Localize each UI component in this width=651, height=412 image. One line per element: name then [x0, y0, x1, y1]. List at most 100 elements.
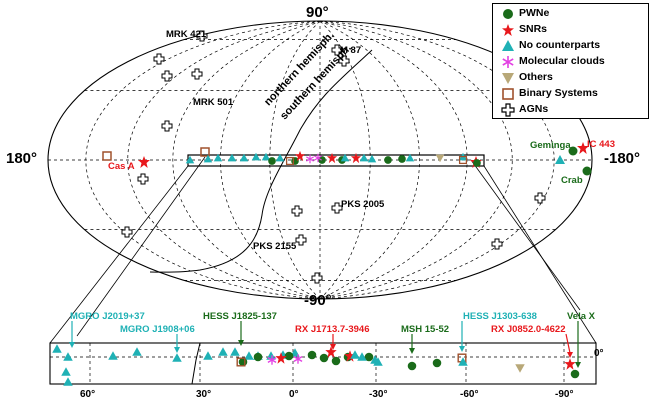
nc-marker	[239, 153, 249, 162]
nc-marker	[213, 153, 223, 162]
mc-marker	[306, 154, 314, 164]
arrow-head	[238, 340, 244, 346]
strip-source-label: RX J0852.0-4622	[491, 324, 566, 335]
legend: PWNe SNRs No counterparts Molecular clou…	[492, 3, 649, 119]
legend-item: PWNe	[493, 6, 648, 22]
agn-marker	[491, 238, 503, 250]
agn-marker	[161, 120, 173, 132]
pwn-marker	[407, 361, 417, 371]
nc-marker	[63, 352, 73, 361]
strip-source-label: HESS J1825-137	[203, 311, 277, 322]
strip-source-label: MSH 15-52	[401, 324, 450, 335]
agn-marker	[331, 44, 343, 56]
lat-label-south: -90°	[304, 292, 332, 309]
pwn-marker	[473, 159, 481, 167]
nc-marker	[218, 347, 228, 356]
nc-marker	[244, 351, 254, 360]
pwn-marker	[568, 146, 578, 156]
pwn-marker	[331, 356, 341, 366]
snr-marker	[350, 152, 362, 164]
nc-marker	[203, 351, 213, 360]
arrow-head	[459, 346, 465, 352]
nc-marker	[61, 367, 71, 376]
agn-marker	[153, 53, 165, 65]
grid-meridian	[127, 20, 321, 300]
agn-label: PKS 2155	[253, 241, 297, 252]
snr-marker	[138, 156, 150, 168]
snr-marker	[577, 142, 589, 154]
nc-marker	[359, 153, 369, 162]
cross-icon	[501, 103, 515, 117]
mc-marker	[293, 354, 303, 364]
legend-item: No counterparts	[493, 38, 648, 54]
agn-marker	[121, 226, 133, 238]
mc-marker	[267, 355, 277, 365]
strip-y-tick: 0°	[594, 348, 604, 359]
nc-marker	[108, 351, 118, 360]
legend-label: SNRs	[519, 23, 548, 35]
zoom-connector	[470, 159, 581, 311]
strip-source-label: MGRO J2019+37	[70, 311, 145, 322]
strip-x-tick: 60°	[80, 389, 96, 400]
nc-marker	[230, 347, 240, 356]
legend-item: Molecular clouds	[493, 54, 648, 70]
snr-marker	[294, 150, 306, 162]
pwn-marker	[384, 156, 392, 164]
agn-label: MRK 501	[193, 97, 234, 108]
strip-source-label: RX J1713.7-3946	[295, 324, 370, 335]
agn-label: MRK 421	[166, 29, 207, 40]
snr-marker	[275, 352, 287, 364]
lon-label-east: -180°	[604, 150, 641, 167]
lon-label-west: 180°	[6, 150, 38, 167]
nc-marker	[261, 152, 271, 161]
asterisk-icon	[502, 56, 514, 68]
agn-marker	[338, 55, 350, 67]
nc-marker	[340, 153, 350, 162]
nc-marker	[357, 352, 367, 361]
nc-marker	[227, 153, 237, 162]
zoom-connector	[76, 156, 206, 337]
legend-item: SNRs	[493, 22, 648, 38]
nc-marker	[275, 153, 285, 162]
strip-x-tick: -30°	[369, 389, 388, 400]
down-triangle-icon	[502, 73, 514, 84]
square-icon	[502, 88, 514, 100]
nc-marker	[132, 347, 142, 356]
strip-x-tick: -90°	[555, 389, 574, 400]
agn-marker	[295, 234, 307, 246]
nc-marker	[373, 357, 383, 366]
nc-marker	[405, 153, 415, 162]
source-label: Crab	[561, 175, 583, 186]
nc-marker	[555, 155, 565, 164]
agn-marker	[534, 192, 546, 204]
pwn-marker	[307, 350, 317, 360]
nc-marker	[251, 152, 261, 161]
bin-marker	[102, 151, 112, 161]
nc-marker	[185, 155, 195, 164]
source-label: Cas A	[108, 161, 135, 172]
source-markers	[52, 30, 592, 386]
pwn-marker	[570, 369, 580, 379]
strip-boundary	[191, 342, 201, 385]
nc-marker	[172, 353, 182, 362]
pwn-marker	[432, 358, 442, 368]
label-arrow	[565, 333, 571, 354]
pwn-marker	[238, 357, 248, 367]
arrow-head	[174, 347, 180, 353]
pwn-marker	[364, 352, 374, 362]
bin-marker	[200, 147, 210, 157]
star-icon	[502, 24, 514, 36]
snr-marker	[564, 358, 576, 370]
nc-marker	[52, 344, 62, 353]
grid-meridian	[319, 20, 468, 300]
agn-marker	[291, 205, 303, 217]
source-label: Geminga	[530, 140, 571, 151]
pwn-marker	[318, 156, 326, 164]
agn-marker	[137, 173, 149, 185]
strip-source-label: MGRO J1908+06	[120, 324, 195, 335]
dot-icon	[503, 9, 513, 19]
legend-label: Binary Systems	[519, 87, 598, 99]
arrow-head	[567, 352, 573, 358]
arrow-head	[330, 344, 336, 350]
